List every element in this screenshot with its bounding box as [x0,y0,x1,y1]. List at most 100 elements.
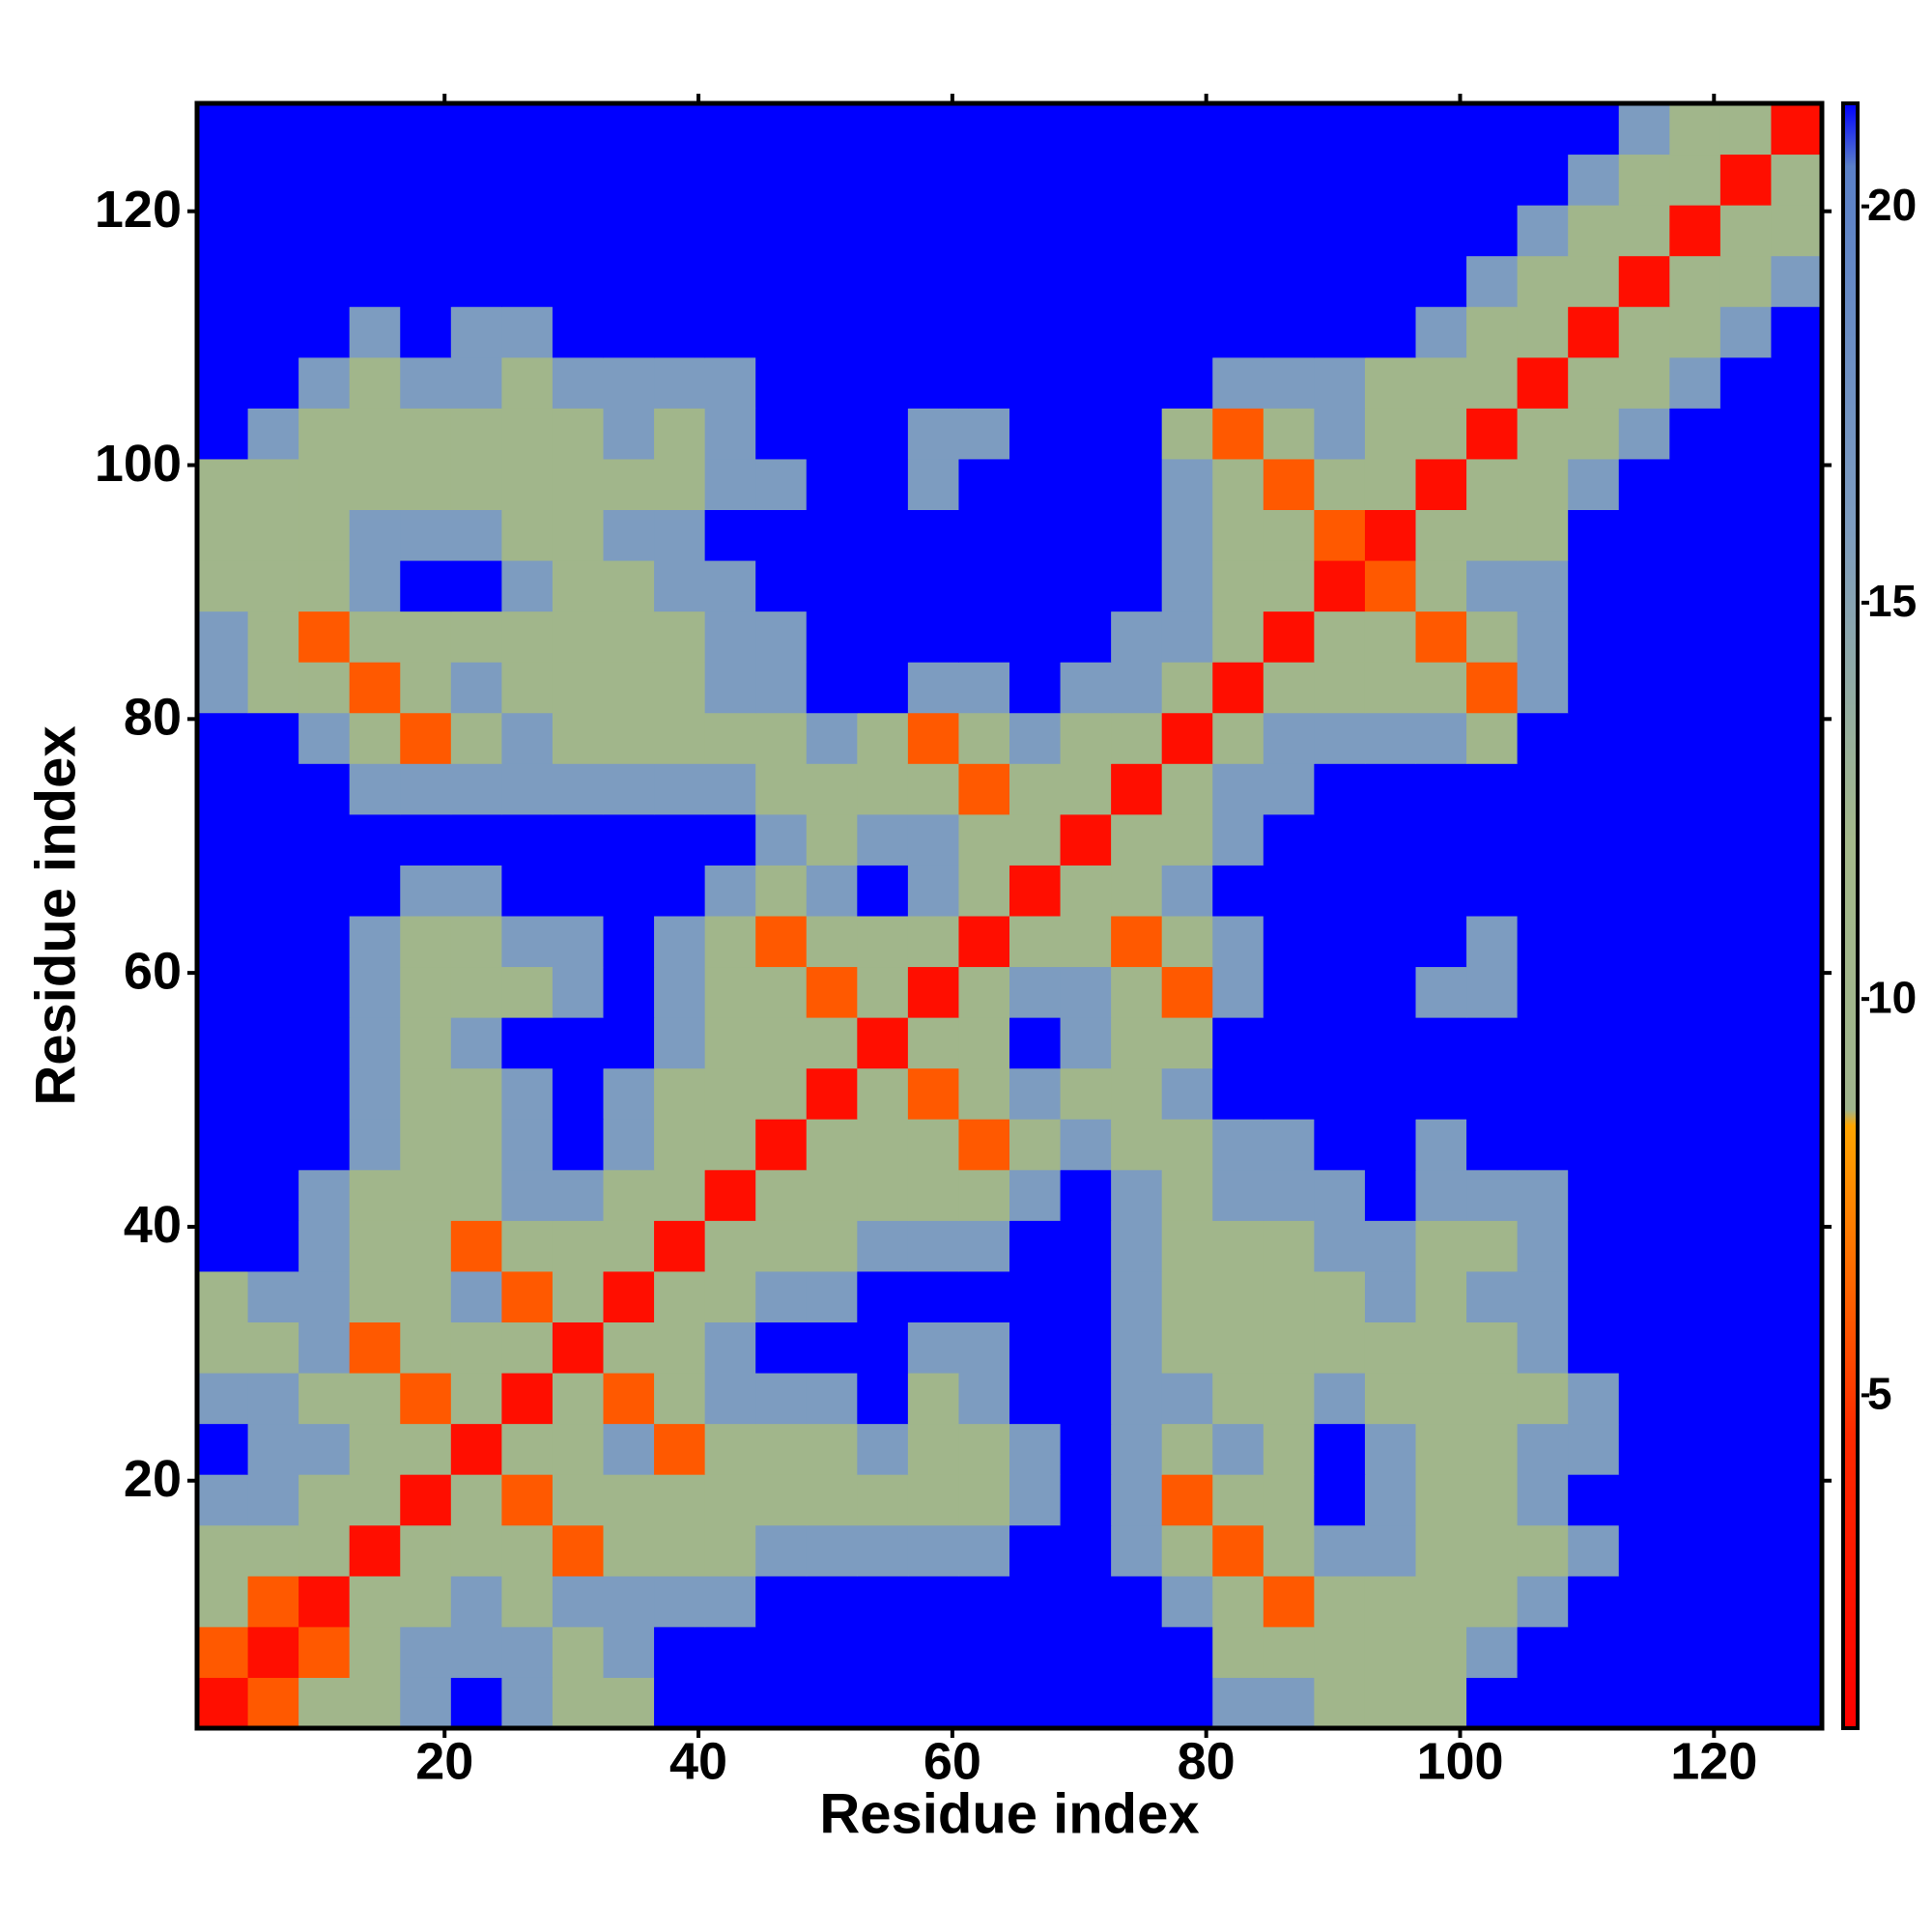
heatmap-cell [1466,1017,1519,1069]
heatmap-cell [1314,103,1366,156]
heatmap-cell [1009,255,1062,307]
heatmap-cell [501,611,554,663]
heatmap-cell [907,1119,959,1171]
heatmap-cell [907,1321,959,1374]
heatmap-cell [298,1677,351,1729]
heatmap-cell [1415,1169,1467,1221]
heatmap-cell [958,1423,1010,1475]
heatmap-cell [1364,1524,1416,1577]
heatmap-cell [857,1270,909,1322]
heatmap-cell [400,865,452,917]
heatmap-cell [450,1169,502,1221]
heatmap-cell [1771,103,1823,156]
heatmap-cell [1466,763,1519,815]
heatmap-cell [1364,1373,1416,1425]
heatmap-cell [400,103,452,156]
heatmap-cell [1009,103,1062,156]
heatmap-cell [1263,205,1315,257]
heatmap-cell [400,255,452,307]
heatmap-cell [349,356,401,409]
heatmap-cell [501,1270,554,1322]
heatmap-cell [1212,1373,1264,1425]
heatmap-cell [349,306,401,358]
heatmap-cell [1719,1220,1772,1272]
heatmap-cell [1618,1524,1670,1577]
heatmap-cell [1719,154,1772,206]
heatmap-cell [806,306,858,358]
heatmap-cell [1212,255,1264,307]
heatmap-cell [247,356,299,409]
heatmap-cell [552,408,604,460]
heatmap-cell [907,408,959,460]
y-tick-label: 120 [95,181,182,239]
heatmap-cell [1719,306,1772,358]
heatmap-cell [552,865,604,917]
heatmap-cell [1263,560,1315,612]
heatmap-cell [298,662,351,714]
heatmap-cell [1568,1321,1620,1374]
heatmap-cell [1161,813,1213,866]
heatmap-cell [1364,356,1416,409]
heatmap-cell [197,458,249,510]
heatmap-cell [1212,458,1264,510]
heatmap-cell [704,662,756,714]
heatmap-cell [1263,306,1315,358]
heatmap-cell [806,1270,858,1322]
heatmap-cell [349,154,401,206]
heatmap-cell [1517,560,1569,612]
heatmap-cell [1161,103,1213,156]
heatmap-cell [1060,662,1112,714]
heatmap-cell [1618,356,1670,409]
heatmap-cell [1466,103,1519,156]
heatmap-cell [1111,712,1163,764]
heatmap-cell [1568,1067,1620,1120]
heatmap-cell [1466,1423,1519,1475]
heatmap-cell [197,408,249,460]
heatmap-cell [1314,1576,1366,1628]
y-tick-label: 40 [124,1196,182,1254]
heatmap-cell [349,560,401,612]
heatmap-cell [1568,966,1620,1018]
heatmap-cell [450,712,502,764]
heatmap-cell [1111,611,1163,663]
heatmap-cell [806,1626,858,1678]
heatmap-cell [1415,458,1467,510]
heatmap-cell [298,154,351,206]
heatmap-cell [552,712,604,764]
heatmap-cell [450,103,502,156]
heatmap-cell [1719,611,1772,663]
heatmap-cell [1212,662,1264,714]
heatmap-cell [755,966,808,1018]
heatmap-cell [603,1524,655,1577]
heatmap-cell [907,1524,959,1577]
heatmap-cell [806,966,858,1018]
heatmap-cell [1212,916,1264,968]
heatmap-cell [654,458,706,510]
heatmap-cell [958,103,1010,156]
heatmap-cell [1060,306,1112,358]
heatmap-cell [1364,205,1416,257]
heatmap-cell [1060,1677,1112,1729]
heatmap-cell [1263,154,1315,206]
heatmap-cell [450,560,502,612]
heatmap-cell [1568,662,1620,714]
heatmap-cell [1060,1474,1112,1526]
heatmap-cell [349,916,401,968]
heatmap-cell [298,1576,351,1628]
heatmap-cell [450,356,502,409]
heatmap-cell [1618,509,1670,561]
heatmap-cell [1669,154,1721,206]
heatmap-cell [1161,1017,1213,1069]
heatmap-cell [1161,916,1213,968]
heatmap-cell [298,611,351,663]
heatmap-cell [1263,1220,1315,1272]
heatmap-cell [806,712,858,764]
heatmap-cell [755,306,808,358]
heatmap-cell [1466,154,1519,206]
heatmap-cell [298,1119,351,1171]
heatmap-cell [400,154,452,206]
heatmap-cell [755,813,808,866]
heatmap-cell [501,356,554,409]
heatmap-cell [1314,205,1366,257]
heatmap-cell [400,1677,452,1729]
